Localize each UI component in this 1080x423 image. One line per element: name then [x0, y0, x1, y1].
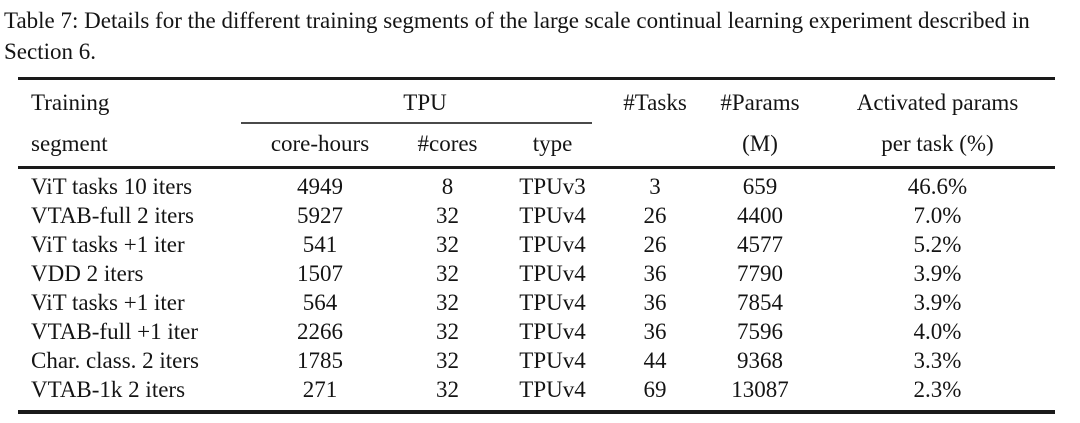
- cell-params: 13087: [731, 377, 789, 402]
- cell-params: 9368: [737, 348, 783, 373]
- header-activated-unit: per task (%): [820, 124, 1055, 169]
- cell-activated: 4.0%: [913, 319, 962, 344]
- header-row-1: Training TPU #Tasks #Params Activated pa…: [18, 79, 1055, 124]
- cell-type: TPUv4: [519, 203, 586, 228]
- header-tpu-group: TPU: [240, 79, 610, 124]
- table-row: Char. class. 2 iters 1785 32 TPUv4 44 93…: [18, 346, 1055, 375]
- header-segment: segment: [18, 124, 240, 169]
- cell-segment: VTAB-full 2 iters: [31, 203, 194, 228]
- cell-segment: VDD 2 iters: [31, 261, 144, 286]
- cell-params: 7596: [737, 319, 783, 344]
- cell-type: TPUv4: [519, 377, 586, 402]
- training-segments-table: Training TPU #Tasks #Params Activated pa…: [18, 77, 1055, 414]
- cell-core-hours: 541: [302, 232, 338, 257]
- cell-tasks: 26: [643, 203, 667, 228]
- cell-cores: 32: [436, 377, 459, 402]
- cell-activated: 3.3%: [913, 348, 962, 373]
- cell-cores: 32: [436, 319, 459, 344]
- cell-type: TPUv4: [519, 232, 586, 257]
- cell-segment: VTAB-full +1 iter: [31, 319, 198, 344]
- header-tasks: #Tasks: [623, 90, 687, 115]
- cell-type: TPUv4: [519, 348, 586, 373]
- header-params: #Params: [720, 90, 800, 115]
- cell-cores: 8: [441, 174, 454, 199]
- cell-tasks: 3: [649, 174, 661, 199]
- header-core-hours: core-hours: [240, 124, 400, 169]
- table-row: ViT tasks +1 iter 541 32 TPUv4 26 4577 5…: [18, 230, 1055, 259]
- paper-page: Table 7: Details for the different train…: [0, 5, 1080, 423]
- cell-core-hours: 2266: [297, 319, 343, 344]
- cell-tasks: 36: [643, 261, 667, 286]
- table-row: ViT tasks 10 iters 4949 8 TPUv3 3 659 46…: [18, 168, 1055, 202]
- cell-core-hours: 1785: [297, 348, 343, 373]
- cell-activated: 2.3%: [913, 377, 962, 402]
- cell-activated: 7.0%: [913, 203, 962, 228]
- cell-core-hours: 5927: [297, 203, 343, 228]
- header-type: type: [495, 124, 610, 169]
- cell-segment: VTAB-1k 2 iters: [31, 377, 186, 402]
- cell-cores: 32: [436, 348, 459, 373]
- cell-segment: ViT tasks +1 iter: [31, 232, 185, 257]
- cell-activated: 3.9%: [913, 290, 962, 315]
- cell-cores: 32: [436, 261, 459, 286]
- cell-type: TPUv3: [519, 174, 586, 199]
- header-activated-params: Activated params: [856, 90, 1019, 115]
- cell-cores: 32: [436, 232, 459, 257]
- table-row: VDD 2 iters 1507 32 TPUv4 36 7790 3.9%: [18, 259, 1055, 288]
- cell-type: TPUv4: [519, 319, 586, 344]
- cell-core-hours: 564: [302, 290, 338, 315]
- cell-type: TPUv4: [519, 261, 586, 286]
- header-tpu-label: TPU: [403, 90, 447, 115]
- cell-segment: ViT tasks 10 iters: [31, 174, 193, 199]
- cell-tasks: 44: [643, 348, 667, 373]
- tpu-cmidrule: [241, 122, 592, 124]
- cell-segment: ViT tasks +1 iter: [31, 290, 185, 315]
- table-row: VTAB-1k 2 iters 271 32 TPUv4 69 13087 2.…: [18, 375, 1055, 412]
- table-row: VTAB-full 2 iters 5927 32 TPUv4 26 4400 …: [18, 201, 1055, 230]
- cell-params: 4400: [737, 203, 783, 228]
- table-body: ViT tasks 10 iters 4949 8 TPUv3 3 659 46…: [18, 168, 1055, 413]
- cell-params: 7854: [737, 290, 783, 315]
- cell-cores: 32: [436, 290, 459, 315]
- cell-tasks: 69: [643, 377, 667, 402]
- header-row-2: segment core-hours #cores type (M) per t…: [18, 124, 1055, 169]
- cell-type: TPUv4: [519, 290, 586, 315]
- cell-core-hours: 4949: [297, 174, 343, 199]
- header-tasks-empty: [610, 124, 700, 169]
- cell-core-hours: 1507: [297, 261, 343, 286]
- cell-activated: 5.2%: [913, 232, 962, 257]
- cell-activated: 3.9%: [913, 261, 962, 286]
- header-params-unit: (M): [700, 124, 820, 169]
- cell-activated: 46.6%: [907, 174, 968, 199]
- cell-params: 7790: [737, 261, 783, 286]
- header-cores: #cores: [400, 124, 495, 169]
- cell-tasks: 36: [643, 290, 667, 315]
- header-training: Training: [31, 90, 110, 115]
- cell-tasks: 26: [643, 232, 667, 257]
- cell-params: 659: [742, 174, 778, 199]
- table-header: Training TPU #Tasks #Params Activated pa…: [18, 79, 1055, 169]
- cell-cores: 32: [436, 203, 459, 228]
- cell-params: 4577: [737, 232, 783, 257]
- cell-tasks: 36: [643, 319, 667, 344]
- table-row: VTAB-full +1 iter 2266 32 TPUv4 36 7596 …: [18, 317, 1055, 346]
- table-caption: Table 7: Details for the different train…: [4, 8, 1030, 64]
- cell-core-hours: 271: [302, 377, 338, 402]
- table-row: ViT tasks +1 iter 564 32 TPUv4 36 7854 3…: [18, 288, 1055, 317]
- cell-segment: Char. class. 2 iters: [31, 348, 199, 373]
